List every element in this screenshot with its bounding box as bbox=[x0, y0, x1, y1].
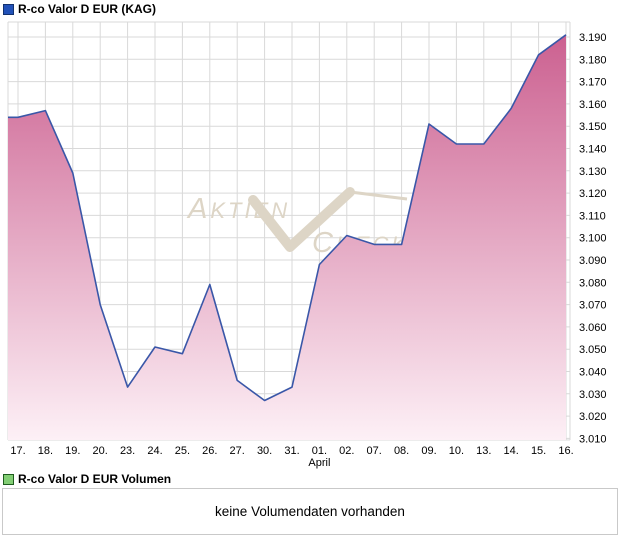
volume-empty-message: keine Volumendaten vorhanden bbox=[215, 504, 405, 519]
y-tick-label: 3.180 bbox=[579, 54, 607, 66]
y-tick-label: 3.150 bbox=[579, 121, 607, 133]
price-legend: R-co Valor D EUR (KAG) bbox=[3, 3, 156, 15]
x-tick-label: 15. bbox=[531, 445, 546, 457]
x-tick-label: 18. bbox=[38, 445, 53, 457]
price-series-icon bbox=[3, 3, 14, 15]
x-tick-label: 13. bbox=[476, 445, 491, 457]
x-tick-label: 10. bbox=[449, 445, 464, 457]
x-tick-label: 16. bbox=[558, 445, 573, 457]
x-tick-label: 24. bbox=[147, 445, 162, 457]
x-tick-label: 23. bbox=[120, 445, 135, 457]
price-chart: AKTIENCHECK3.1903.1803.1703.1603.1503.14… bbox=[7, 21, 607, 469]
x-tick-label: 20. bbox=[93, 445, 108, 457]
y-tick-label: 3.140 bbox=[579, 144, 607, 156]
y-tick-label: 3.020 bbox=[579, 411, 607, 423]
x-axis-month-label: April bbox=[308, 457, 330, 469]
price-chart-title: R-co Valor D EUR (KAG) bbox=[18, 2, 157, 16]
x-tick-label: 31. bbox=[284, 445, 299, 457]
y-tick-label: 3.100 bbox=[579, 233, 607, 245]
y-tick-label: 3.080 bbox=[579, 277, 607, 289]
volume-chart-title: R-co Valor D EUR Volumen bbox=[18, 472, 172, 486]
x-tick-label: 02. bbox=[339, 445, 354, 457]
x-tick-label: 27. bbox=[230, 445, 245, 457]
x-tick-label: 14. bbox=[504, 445, 519, 457]
x-tick-label: 26. bbox=[202, 445, 217, 457]
y-tick-label: 3.060 bbox=[579, 322, 607, 334]
y-tick-label: 3.170 bbox=[579, 77, 607, 89]
volume-series-icon bbox=[3, 473, 14, 485]
x-tick-label: 01. bbox=[312, 445, 327, 457]
y-tick-label: 3.070 bbox=[579, 300, 607, 312]
x-tick-label: 17. bbox=[10, 445, 25, 457]
volume-legend: R-co Valor D EUR Volumen bbox=[3, 473, 171, 485]
x-tick-label: 25. bbox=[175, 445, 190, 457]
volume-empty-box: keine Volumendaten vorhanden bbox=[2, 488, 618, 535]
x-tick-label: 09. bbox=[421, 445, 436, 457]
y-tick-label: 3.030 bbox=[579, 389, 607, 401]
watermark-check-mark-icon bbox=[248, 187, 355, 252]
x-tick-label: 07. bbox=[367, 445, 382, 457]
y-tick-label: 3.050 bbox=[579, 344, 607, 356]
y-tick-label: 3.160 bbox=[579, 99, 607, 111]
price-chart-section: AKTIENCHECK3.1903.1803.1703.1603.1503.14… bbox=[7, 21, 607, 469]
x-tick-label: 08. bbox=[394, 445, 409, 457]
y-tick-label: 3.040 bbox=[579, 367, 607, 379]
price-line bbox=[8, 34, 567, 402]
y-tick-label: 3.190 bbox=[579, 32, 607, 44]
y-tick-label: 3.090 bbox=[579, 255, 607, 267]
y-tick-label: 3.130 bbox=[579, 166, 607, 178]
x-tick-label: 30. bbox=[257, 445, 272, 457]
y-tick-label: 3.110 bbox=[579, 210, 606, 222]
y-tick-label: 3.010 bbox=[579, 433, 607, 445]
x-tick-label: 19. bbox=[65, 445, 80, 457]
watermark-check-tail bbox=[349, 190, 408, 201]
y-tick-label: 3.120 bbox=[579, 188, 607, 200]
